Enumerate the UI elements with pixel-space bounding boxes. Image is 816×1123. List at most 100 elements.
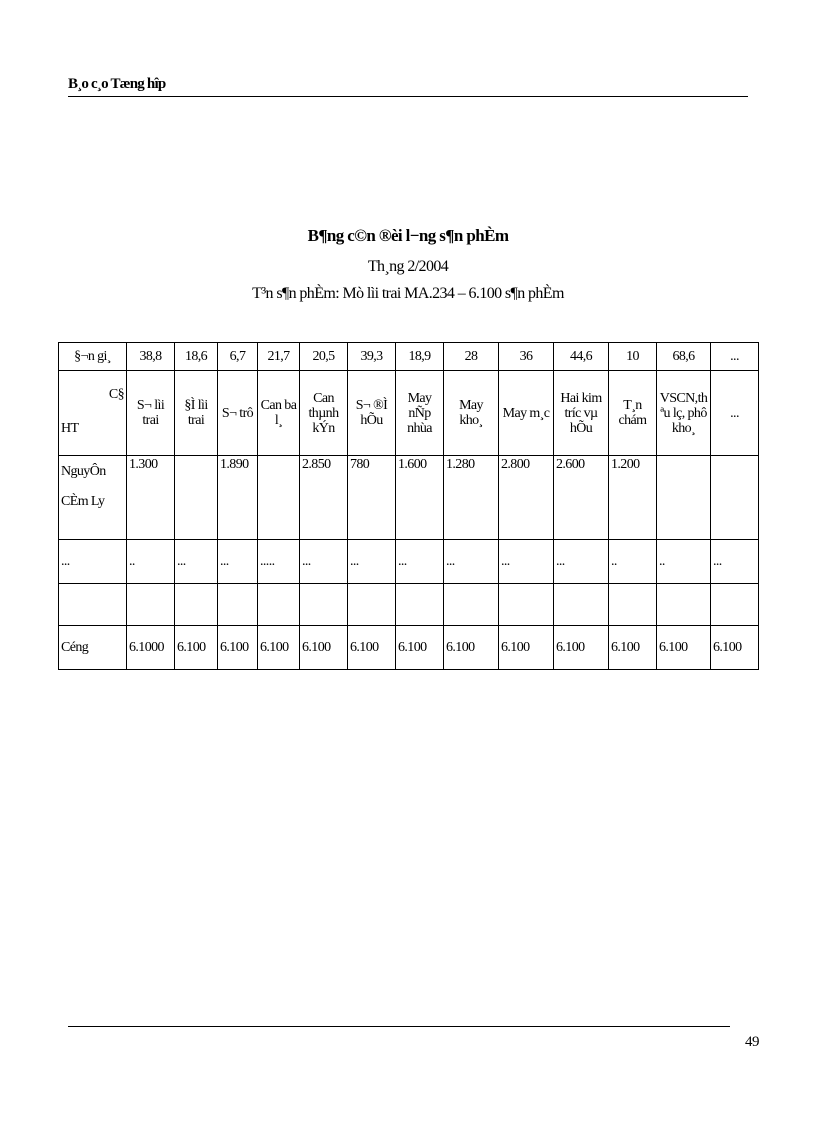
price-cell: 36 bbox=[498, 342, 554, 371]
page-number: 49 bbox=[745, 1034, 760, 1050]
step-header: Can ba l¸ bbox=[257, 370, 300, 456]
price-row: §¬n gi¸ 38,8 18,6 6,7 21,7 20,5 39,3 18,9 28 36 44… bbox=[58, 342, 759, 371]
quantity-cell: .. bbox=[126, 539, 175, 584]
total-cell: 6.100 bbox=[443, 625, 499, 670]
total-cell: 6.100 bbox=[347, 625, 396, 670]
total-label: Céng bbox=[58, 625, 127, 670]
worker-name: NguyÔn CÈm Ly bbox=[58, 455, 127, 540]
balance-table: §¬n gi¸ 38,8 18,6 6,7 21,7 20,5 39,3 18,9 28 36 44… bbox=[58, 342, 759, 670]
quantity-cell: 1.200 bbox=[608, 455, 657, 540]
quantity-cell: ... bbox=[395, 539, 444, 584]
price-cell: 28 bbox=[443, 342, 499, 371]
quantity-cell: 2.850 bbox=[299, 455, 348, 540]
total-cell: 6.100 bbox=[498, 625, 554, 670]
price-cell: 6,7 bbox=[217, 342, 258, 371]
step-header: §Ì lìi trai bbox=[174, 370, 218, 456]
price-cell: 18,6 bbox=[174, 342, 218, 371]
price-label: §¬n gi¸ bbox=[58, 342, 127, 371]
worker-name: ... bbox=[58, 539, 127, 584]
total-cell: 6.100 bbox=[257, 625, 300, 670]
step-header: May nÑp nhùa bbox=[395, 370, 444, 456]
quantity-cell: .. bbox=[656, 539, 711, 584]
quantity-cell bbox=[710, 583, 759, 626]
quantity-cell: ... bbox=[174, 539, 218, 584]
price-cell: 20,5 bbox=[299, 342, 348, 371]
table-row: ........................................… bbox=[58, 539, 759, 584]
quantity-cell: 2.600 bbox=[553, 455, 609, 540]
total-cell: 6.100 bbox=[217, 625, 258, 670]
corner-worker-label: HT bbox=[61, 421, 79, 436]
step-header: S¬ trô bbox=[217, 370, 258, 456]
price-cell: 21,7 bbox=[257, 342, 300, 371]
quantity-cell: ..... bbox=[257, 539, 300, 584]
quantity-cell: ... bbox=[299, 539, 348, 584]
step-header-row: C§ HT S¬ lìi trai §Ì lìi trai S¬ trô Can ba l… bbox=[58, 370, 759, 456]
quantity-cell: 1.300 bbox=[126, 455, 175, 540]
quantity-cell bbox=[257, 583, 300, 626]
step-header: S¬ lìi trai bbox=[126, 370, 175, 456]
total-cell: 6.100 bbox=[608, 625, 657, 670]
running-header: B¸o c¸o Tæng hîp bbox=[68, 76, 166, 92]
price-cell: 38,8 bbox=[126, 342, 175, 371]
step-header: Can thµnh kÝn bbox=[299, 370, 348, 456]
quantity-cell: 1.280 bbox=[443, 455, 499, 540]
quantity-cell: 1.600 bbox=[395, 455, 444, 540]
total-cell: 6.1000 bbox=[126, 625, 175, 670]
price-cell: 10 bbox=[608, 342, 657, 371]
total-row: Céng 6.1000 6.100 6.100 6.100 6.100 6.100 6.100… bbox=[58, 625, 759, 670]
quantity-cell: ... bbox=[553, 539, 609, 584]
total-cell: 6.100 bbox=[174, 625, 218, 670]
price-cell: ... bbox=[710, 342, 759, 371]
corner-cell: C§ HT bbox=[58, 370, 127, 456]
quantity-cell bbox=[656, 583, 711, 626]
price-cell: 18,9 bbox=[395, 342, 444, 371]
step-header: May m¸c bbox=[498, 370, 554, 456]
quantity-cell bbox=[395, 583, 444, 626]
quantity-cell bbox=[710, 455, 759, 540]
price-cell: 44,6 bbox=[553, 342, 609, 371]
quantity-cell bbox=[443, 583, 499, 626]
price-cell: 68,6 bbox=[656, 342, 711, 371]
quantity-cell bbox=[257, 455, 300, 540]
header-rule bbox=[68, 96, 748, 97]
table-row: NguyÔn CÈm Ly 1.300 1.890 2.850 780 1.600 1.28… bbox=[58, 455, 759, 540]
quantity-cell: ... bbox=[347, 539, 396, 584]
total-cell: 6.100 bbox=[299, 625, 348, 670]
quantity-cell bbox=[299, 583, 348, 626]
product-subtitle: T³n s¶n phÈm: Mò lìi trai MA.234 – 6.100… bbox=[252, 285, 564, 302]
quantity-cell: ... bbox=[710, 539, 759, 584]
quantity-cell bbox=[347, 583, 396, 626]
quantity-cell bbox=[217, 583, 258, 626]
footer-rule bbox=[68, 1026, 730, 1027]
total-cell: 6.100 bbox=[553, 625, 609, 670]
step-header: S¬ ®Ì hÕu bbox=[347, 370, 396, 456]
quantity-cell bbox=[498, 583, 554, 626]
quantity-cell bbox=[174, 583, 218, 626]
total-cell: 6.100 bbox=[395, 625, 444, 670]
step-header: ... bbox=[710, 370, 759, 456]
quantity-cell bbox=[553, 583, 609, 626]
quantity-cell: .. bbox=[608, 539, 657, 584]
quantity-cell: ... bbox=[498, 539, 554, 584]
quantity-cell: 2.800 bbox=[498, 455, 554, 540]
quantity-cell: ... bbox=[217, 539, 258, 584]
quantity-cell bbox=[126, 583, 175, 626]
quantity-cell bbox=[608, 583, 657, 626]
step-header: VSCN,th ªu lç, phô kho¸ bbox=[656, 370, 711, 456]
table-title: B¶ng c©n ®èi l−ng s¶n phÈm bbox=[307, 226, 509, 245]
quantity-cell: ... bbox=[443, 539, 499, 584]
quantity-cell bbox=[174, 455, 218, 540]
table-row bbox=[58, 583, 759, 626]
quantity-cell: 1.890 bbox=[217, 455, 258, 540]
month-subtitle: Th¸ng 2/2004 bbox=[367, 258, 449, 275]
price-cell: 39,3 bbox=[347, 342, 396, 371]
step-header: T¸n chám bbox=[608, 370, 657, 456]
worker-name bbox=[58, 583, 127, 626]
corner-step-label: C§ bbox=[108, 387, 125, 402]
step-header: Hai kim tríc vµ hÕu bbox=[553, 370, 609, 456]
quantity-cell bbox=[656, 455, 711, 540]
total-cell: 6.100 bbox=[710, 625, 759, 670]
quantity-cell: 780 bbox=[347, 455, 396, 540]
step-header: May kho¸ bbox=[443, 370, 499, 456]
total-cell: 6.100 bbox=[656, 625, 711, 670]
